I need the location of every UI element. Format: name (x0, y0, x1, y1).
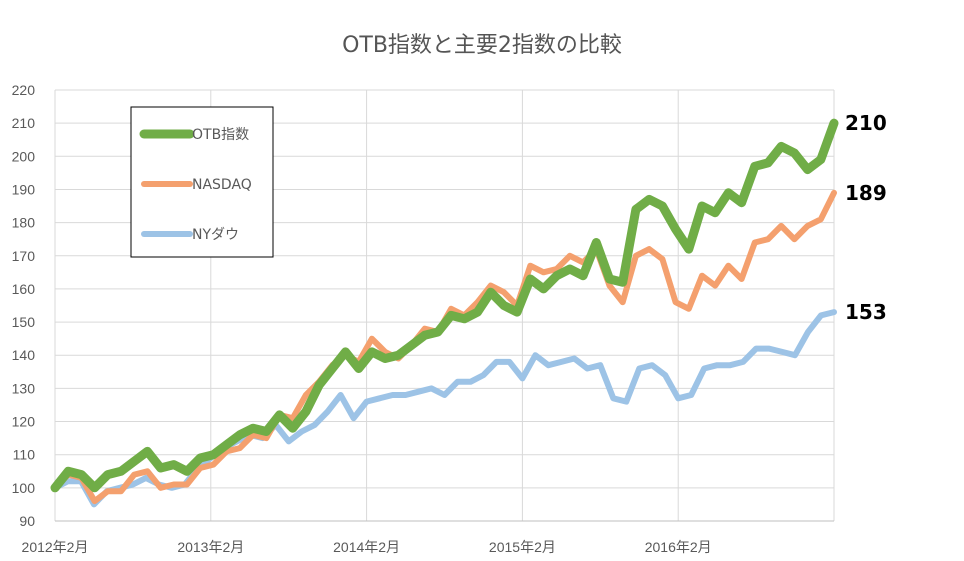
legend-label-nasdaq: NASDAQ (192, 177, 252, 193)
series-line-otb (50, 118, 839, 493)
x-tick-label: 2012年2月 (22, 539, 89, 555)
y-tick-label: 170 (12, 248, 36, 264)
y-tick-label: 160 (12, 281, 36, 297)
x-tick-label: 2014年2月 (333, 539, 400, 555)
series-lines (50, 118, 839, 508)
y-tick-label: 110 (13, 447, 36, 463)
legend-label-otb: OTB指数 (192, 127, 249, 143)
y-axis: 90 100 110 120 130 140 150 160 170 180 190 200 210 22… (12, 82, 36, 529)
y-tick-label: 210 (12, 115, 36, 131)
series-line-nydow (52, 309, 837, 508)
y-tick-label: 220 (12, 82, 36, 98)
y-tick-label: 90 (19, 513, 35, 529)
y-tick-label: 120 (12, 414, 36, 430)
end-value-label: 189 (845, 181, 887, 205)
y-tick-label: 140 (12, 347, 36, 363)
legend: OTB指数 NASDAQ NYダウ (130, 106, 274, 258)
y-tick-label: 200 (12, 148, 36, 164)
y-tick-label: 130 (12, 380, 36, 396)
y-tick-label: 150 (12, 314, 36, 330)
y-tick-label: 100 (12, 480, 36, 496)
y-tick-label: 190 (12, 181, 36, 197)
x-tick-label: 2015年2月 (489, 539, 556, 555)
end-value-label: 210 (845, 111, 887, 135)
x-tick-label: 2013年2月 (177, 539, 244, 555)
end-value-label: 153 (845, 300, 887, 324)
legend-label-nydow: NYダウ (192, 227, 239, 243)
x-tick-label: 2016年2月 (645, 539, 712, 555)
chart-title: OTB指数と主要2指数の比較 (342, 33, 622, 58)
end-labels: 210 189 153 (845, 111, 887, 324)
x-axis: 2012年2月 2013年2月 2014年2月 2015年2月 2016年2月 (22, 520, 834, 555)
y-tick-label: 180 (12, 215, 36, 231)
